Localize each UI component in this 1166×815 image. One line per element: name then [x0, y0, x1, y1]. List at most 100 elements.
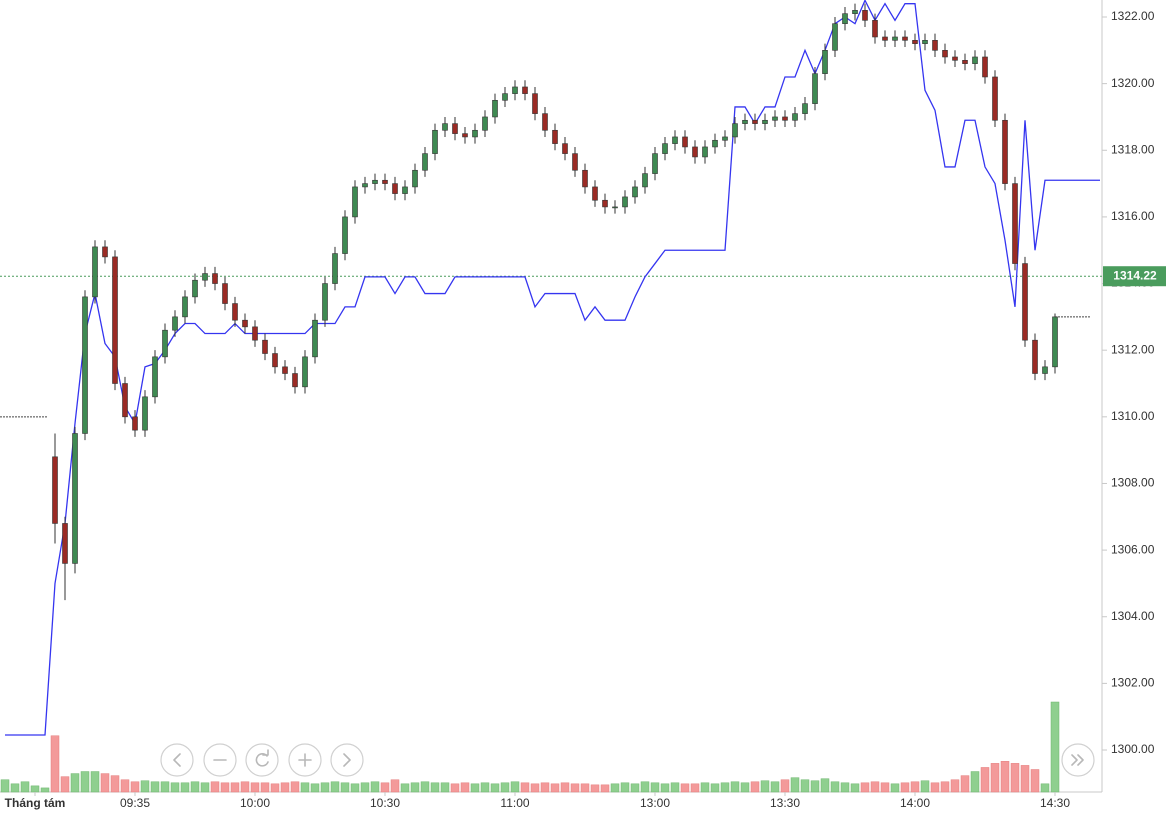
candle-body	[952, 56, 958, 61]
candle-body	[872, 20, 878, 38]
x-tick-label: 14:30	[1040, 796, 1070, 810]
zoom-in-button[interactable]	[288, 743, 322, 777]
volume-bar	[170, 782, 180, 793]
candle-body	[932, 40, 938, 51]
volume-bar	[780, 779, 790, 793]
volume-bar	[120, 779, 130, 793]
x-tick-label: 14:00	[900, 796, 930, 810]
candle-body	[612, 206, 618, 209]
volume-bar	[110, 775, 120, 793]
candle-body	[1052, 316, 1058, 368]
candle-body	[842, 13, 848, 24]
candle-body	[72, 433, 78, 564]
y-tick-label: 1302.00	[1111, 676, 1155, 690]
zoom-out-button[interactable]	[203, 743, 237, 777]
candle-body	[252, 326, 258, 341]
volume-bar	[460, 782, 470, 793]
volume-bar	[70, 773, 80, 793]
candle-body	[662, 143, 668, 154]
volume-bar	[390, 779, 400, 793]
candle-body	[682, 136, 688, 148]
volume-bar	[960, 775, 970, 793]
candle-body	[92, 246, 98, 298]
volume-bar	[280, 782, 290, 793]
volume-bar	[740, 782, 750, 793]
candle-body	[722, 136, 728, 141]
candle-body	[1032, 339, 1038, 374]
y-tick-label: 1318.00	[1111, 142, 1155, 156]
candle-body	[832, 23, 838, 51]
volume-bar	[850, 783, 860, 793]
candle-body	[192, 279, 198, 298]
candle-body	[602, 199, 608, 208]
candle-body	[452, 123, 458, 134]
volume-bar	[930, 782, 940, 793]
volume-bar	[610, 783, 620, 793]
volume-bar	[920, 780, 930, 793]
x-tick-label: 13:00	[640, 796, 670, 810]
x-tick-label: 10:00	[240, 796, 270, 810]
volume-bar	[760, 780, 770, 793]
candle-body	[512, 86, 518, 94]
volume-bar	[810, 780, 820, 793]
candle-body	[962, 60, 968, 64]
candle-body	[672, 136, 678, 144]
candle-body	[972, 56, 978, 64]
candle-body	[752, 119, 758, 124]
reference-price-box	[1103, 266, 1166, 287]
reference-price-label: 1314.22	[1113, 268, 1157, 282]
scroll-right-button[interactable]	[330, 743, 364, 777]
candle-body	[362, 183, 368, 188]
plot-area	[0, 0, 1102, 793]
candle-body	[122, 383, 128, 418]
volume-bar	[10, 783, 20, 793]
volume-bar	[490, 783, 500, 793]
volume-bar	[230, 782, 240, 793]
candle-body	[1022, 263, 1028, 341]
volume-bar	[300, 782, 310, 793]
volume-bar	[1030, 769, 1040, 793]
scroll-end-button[interactable]	[1061, 743, 1095, 777]
candle-body	[82, 296, 88, 434]
volume-bar	[50, 735, 60, 793]
reset-button[interactable]	[245, 743, 279, 777]
candle-body	[522, 86, 528, 94]
y-tick-label: 1320.00	[1111, 76, 1155, 90]
volume-bar	[730, 781, 740, 793]
zoom-controls	[160, 743, 1095, 777]
volume-bar	[0, 779, 10, 793]
candle-body	[172, 316, 178, 331]
y-tick-label: 1322.00	[1111, 9, 1155, 23]
volume-bar	[910, 781, 920, 793]
volume-bar	[100, 773, 110, 793]
volume-bar	[670, 782, 680, 793]
volume-bar	[510, 781, 520, 793]
volume-bar	[880, 782, 890, 793]
candle-body	[942, 50, 948, 58]
candle-body	[792, 113, 798, 121]
candle-body	[232, 303, 238, 321]
candle-body	[582, 169, 588, 188]
candle-body	[242, 319, 248, 328]
x-tick-label: 10:30	[370, 796, 400, 810]
volume-bar	[480, 782, 490, 793]
volume-bar	[590, 784, 600, 793]
candle-body	[552, 129, 558, 144]
candle-body	[212, 273, 218, 284]
volume-bar	[770, 781, 780, 793]
candle-body	[532, 93, 538, 114]
volume-bar	[550, 783, 560, 793]
volume-bar	[530, 783, 540, 793]
volume-bar	[1010, 763, 1020, 793]
volume-bar	[690, 783, 700, 793]
volume-bar	[410, 782, 420, 793]
candle-body	[462, 133, 468, 138]
candle-body	[912, 40, 918, 44]
volume-bar	[30, 785, 40, 793]
volume-bar	[200, 782, 210, 793]
scroll-left-button[interactable]	[160, 743, 194, 777]
volume-bar	[650, 782, 660, 793]
volume-bar	[360, 782, 370, 793]
volume-bar	[350, 783, 360, 793]
volume-bar	[210, 781, 220, 793]
